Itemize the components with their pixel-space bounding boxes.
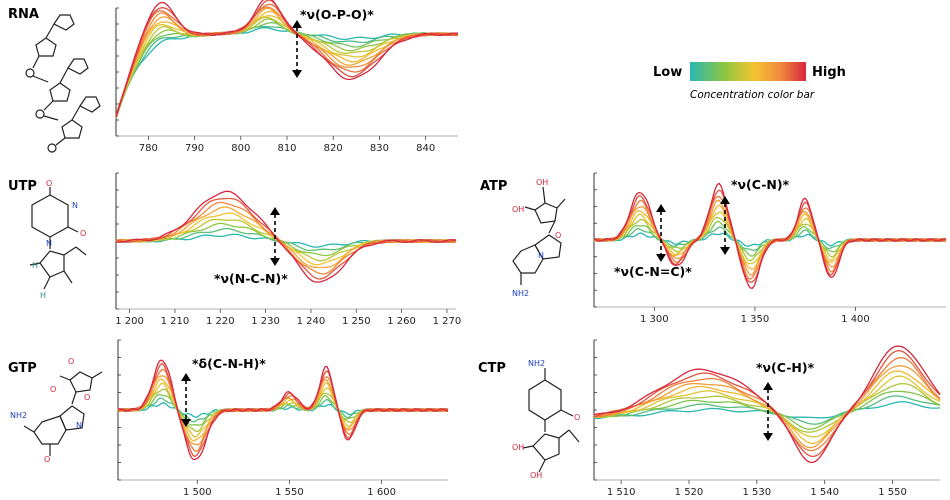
ctp-tick-label: 1 530 <box>743 487 772 498</box>
atp-tick-label: 1 300 <box>640 314 669 325</box>
gtp-amine: NH2 <box>10 411 27 420</box>
utp-tick-label: 1 230 <box>251 316 280 327</box>
atp-hydroxyl-top: OH <box>536 178 548 187</box>
gtp-tick-label: 1 550 <box>275 487 304 498</box>
utp-series-line <box>115 201 457 275</box>
gtp-nitrogen: N <box>76 421 82 430</box>
panel-label-gtp: GTP <box>8 361 37 376</box>
utp-series-line <box>115 190 457 283</box>
panel-label-rna: RNA <box>8 7 39 22</box>
double-arrow-icon <box>292 20 302 78</box>
atp-series-line <box>593 211 947 265</box>
rna-tick-label: 790 <box>185 143 204 154</box>
double-arrow-icon <box>270 207 280 266</box>
rna-tick-label: 780 <box>139 143 158 154</box>
atp-series-line <box>593 196 947 280</box>
colorbar-low-label: Low <box>653 65 682 80</box>
utp-tick-label: 1 270 <box>433 316 462 327</box>
utp-oxygen-right: O <box>80 229 86 238</box>
double-arrow-icon <box>656 204 666 262</box>
utp-nitrogen-bottom: N <box>46 239 52 248</box>
panel-label-utp: UTP <box>8 179 37 194</box>
utp-tick-label: 1 200 <box>115 316 144 327</box>
atp-structure-icon <box>512 186 566 285</box>
double-arrow-icon <box>720 196 730 255</box>
ctp-series-line <box>593 345 941 464</box>
atp-series-line <box>593 182 947 289</box>
gtp-tick-label: 1 500 <box>183 487 212 498</box>
atp-tick-label: 1 350 <box>741 314 770 325</box>
rna-series-line <box>115 16 459 119</box>
rna-series-line <box>115 10 459 117</box>
atp-series-line <box>593 204 947 270</box>
ctp-tick-label: 1 510 <box>607 487 636 498</box>
rna-structure-icon <box>25 14 101 153</box>
utp-annotation: *ν(N-C-N)* <box>214 271 288 286</box>
utp-oxygen-top: O <box>46 179 52 188</box>
gtp-spectrum-panel: 1 500 1 550 1 600 <box>117 339 449 498</box>
utp-tick-label: 1 220 <box>206 316 235 327</box>
atp-hydroxyl-left: OH <box>512 205 524 214</box>
gtp-oxygen-bottom: O <box>44 455 50 464</box>
ctp-amine: NH2 <box>528 359 545 368</box>
ctp-series-line <box>593 395 941 425</box>
rna-series-line <box>115 0 458 118</box>
rna-tick-label: 820 <box>324 143 343 154</box>
utp-spectrum-panel: 1 200 1 210 1 220 1 230 1 240 1 250 1 260 1 270 <box>115 172 462 327</box>
rna-tick-label: 800 <box>231 143 250 154</box>
ctp-oxygen-right: O <box>574 413 580 422</box>
atp-spectrum-panel: 1 300 1 350 1 400 <box>593 172 947 325</box>
gtp-structure-icon <box>23 371 103 456</box>
ctp-tick-label: 1 520 <box>675 487 704 498</box>
gtp-tick-label: 1 600 <box>367 487 396 498</box>
gtp-series-line <box>117 359 449 461</box>
gtp-oxygen-top: O <box>68 357 74 366</box>
utp-hydrogen-bottom: H <box>40 291 46 300</box>
colorbar-caption: Concentration color bar <box>690 89 815 101</box>
panel-label-ctp: CTP <box>478 361 506 376</box>
double-arrow-icon <box>763 382 773 441</box>
rna-series-line <box>115 26 459 120</box>
utp-structure-icon <box>29 187 87 290</box>
ctp-tick-label: 1 540 <box>810 487 839 498</box>
ctp-series-line <box>593 390 941 430</box>
rna-tick-label: 830 <box>370 143 389 154</box>
atp-oxygen: O <box>555 231 561 240</box>
utp-tick-label: 1 250 <box>342 316 371 327</box>
gtp-oxygen-ring: O <box>84 393 90 402</box>
gtp-annotation: *δ(C-N-H)* <box>192 356 266 371</box>
atp-annotation-cnc: *ν(C-N=C)* <box>614 264 692 279</box>
double-arrow-icon <box>181 373 191 427</box>
gtp-oxygen-left: O <box>50 385 56 394</box>
atp-tick-label: 1 400 <box>841 314 870 325</box>
ctp-tick-label: 1 550 <box>878 487 907 498</box>
rna-tick-label: 840 <box>416 143 435 154</box>
utp-nitrogen-right: N <box>72 201 78 210</box>
ctp-series-line <box>593 365 941 449</box>
panel-label-atp: ATP <box>480 179 507 194</box>
ctp-hydroxyl-left: OH <box>512 443 524 452</box>
atp-nitrogen: N <box>538 251 544 260</box>
utp-tick-label: 1 260 <box>387 316 416 327</box>
rna-series-line <box>115 0 459 117</box>
ctp-spectrum-panel: 1 510 1 520 1 530 1 540 1 550 <box>593 339 941 498</box>
atp-annotation-cn: *ν(C-N)* <box>731 177 790 192</box>
utp-tick-label: 1 240 <box>297 316 326 327</box>
concentration-colorbar <box>690 62 806 81</box>
ctp-structure-icon <box>522 368 580 473</box>
colorbar-high-label: High <box>812 65 846 80</box>
rna-spectrum-panel: 780 790 800 810 820 830 840 <box>115 0 459 154</box>
utp-tick-label: 1 210 <box>161 316 190 327</box>
ctp-annotation: *ν(C-H)* <box>756 360 815 375</box>
ctp-hydroxyl-bottom: OH <box>530 471 542 480</box>
annotation-arrows <box>181 20 773 441</box>
utp-series-line <box>115 206 457 269</box>
rna-tick-label: 810 <box>277 143 296 154</box>
atp-amine: NH2 <box>512 289 529 298</box>
utp-hydrogen-left: H <box>32 261 38 270</box>
rna-annotation: *ν(O-P-O)* <box>300 7 374 22</box>
